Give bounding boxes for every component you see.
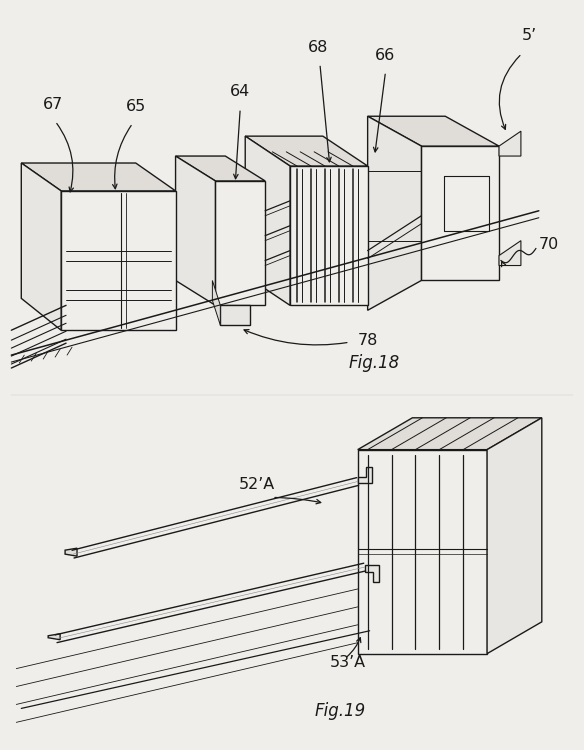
Text: 67: 67 [43, 98, 63, 112]
Text: Fig.18: Fig.18 [349, 354, 400, 372]
Text: 68: 68 [308, 40, 328, 55]
Polygon shape [220, 305, 250, 326]
Polygon shape [21, 163, 176, 191]
Polygon shape [422, 146, 499, 280]
Polygon shape [245, 136, 368, 166]
Polygon shape [245, 136, 290, 305]
Polygon shape [48, 634, 60, 640]
Text: Fig.19: Fig.19 [314, 702, 366, 720]
Text: 53’A: 53’A [330, 655, 366, 670]
Text: 65: 65 [126, 99, 146, 114]
Polygon shape [290, 166, 368, 305]
Polygon shape [176, 156, 215, 305]
Text: 64: 64 [230, 84, 251, 99]
Polygon shape [61, 191, 176, 330]
Polygon shape [499, 131, 521, 156]
Text: 52’A: 52’A [238, 478, 274, 493]
Polygon shape [357, 450, 487, 654]
Text: 5’: 5’ [522, 28, 537, 43]
Text: 78: 78 [357, 333, 378, 348]
Polygon shape [357, 466, 371, 484]
Polygon shape [21, 163, 61, 330]
Polygon shape [499, 241, 521, 266]
Polygon shape [368, 116, 499, 146]
Polygon shape [364, 565, 378, 582]
Polygon shape [368, 116, 422, 310]
Polygon shape [487, 418, 542, 654]
Text: 66: 66 [374, 47, 395, 62]
Polygon shape [65, 548, 77, 556]
Polygon shape [176, 156, 265, 181]
Polygon shape [357, 418, 542, 450]
Polygon shape [213, 280, 220, 326]
Polygon shape [215, 181, 265, 305]
Text: 70: 70 [539, 236, 559, 251]
